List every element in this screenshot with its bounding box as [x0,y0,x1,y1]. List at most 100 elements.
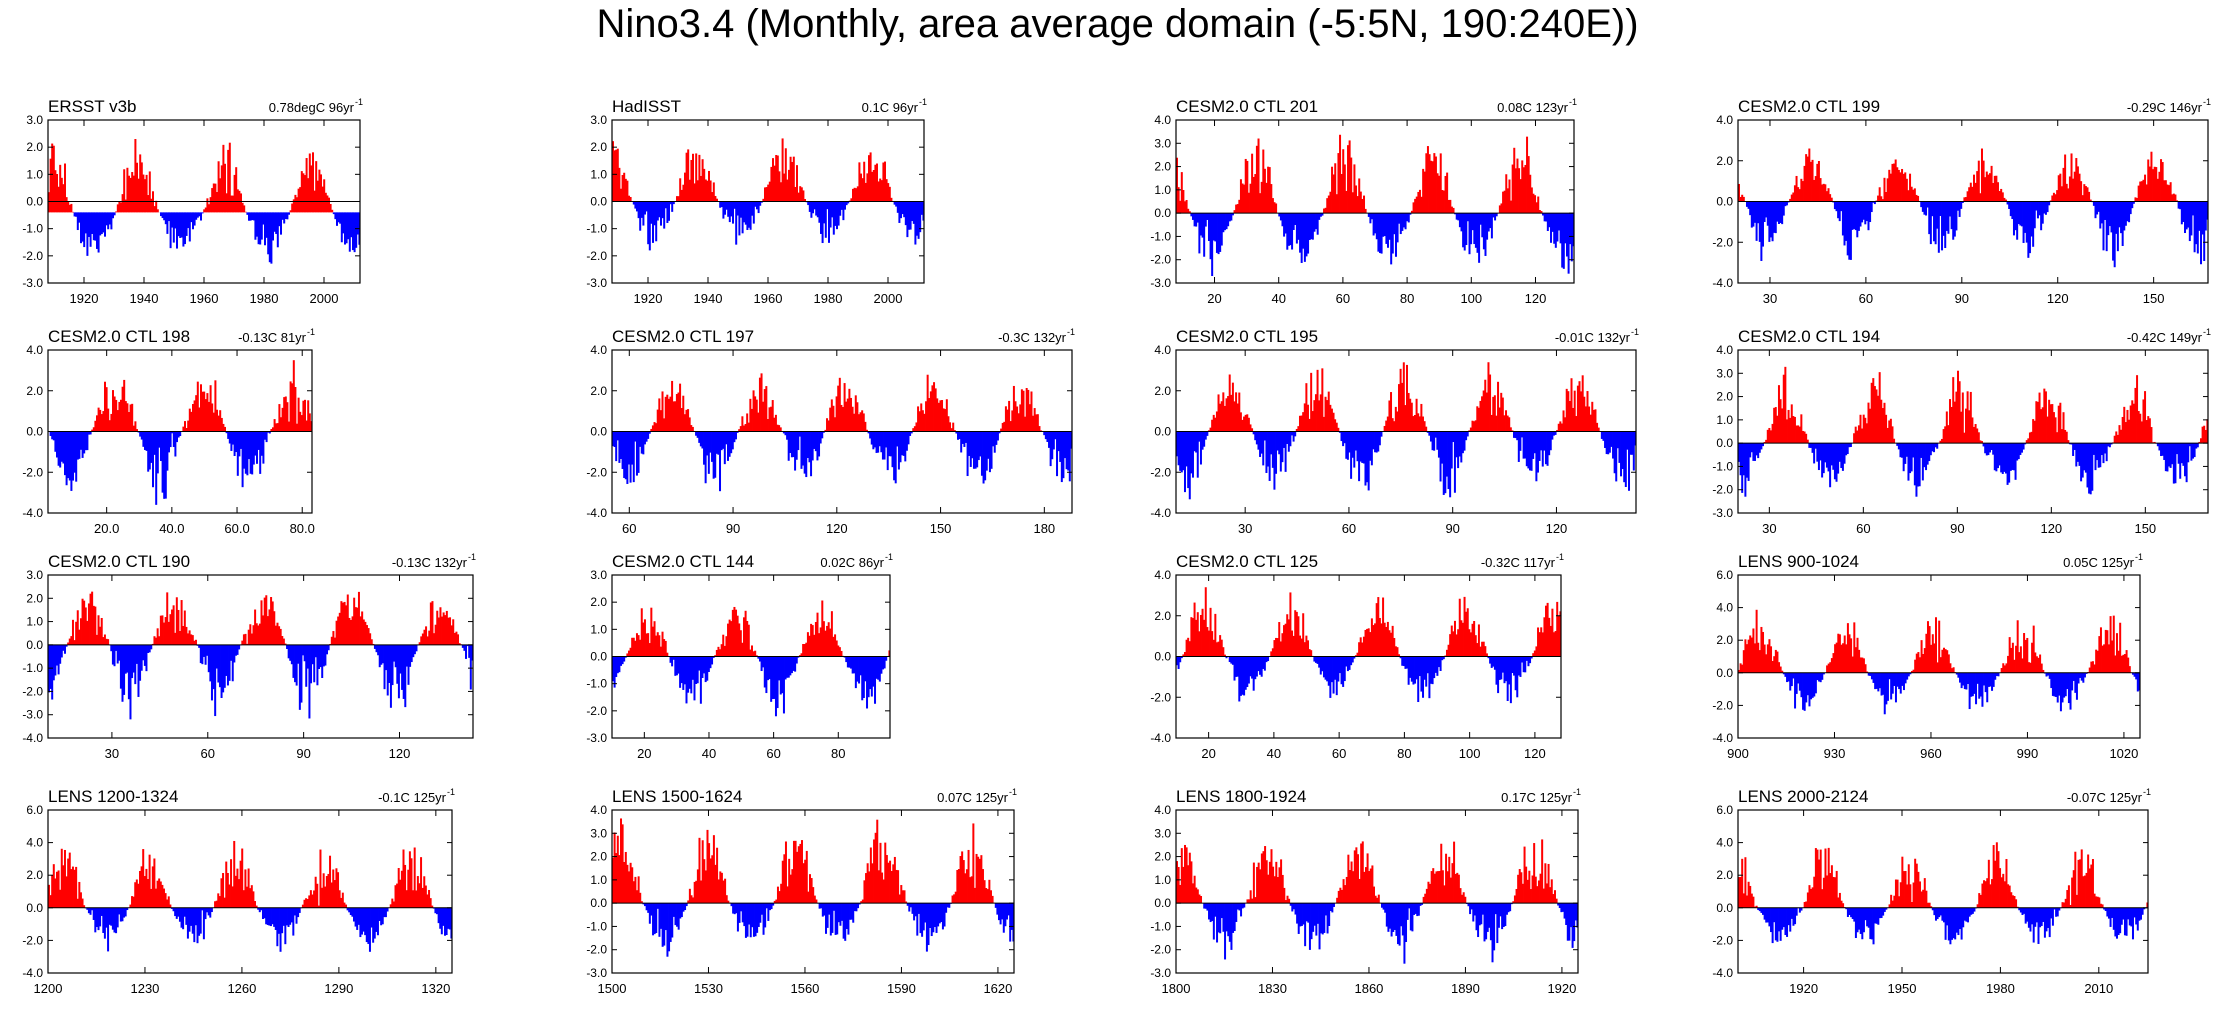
bar [881,872,884,904]
bar [1580,391,1583,432]
bar [2168,185,2171,202]
bar [1794,907,1797,925]
bar [1872,201,1875,203]
bar [320,174,322,213]
bar [1249,183,1252,214]
bar [1792,672,1795,679]
bar [354,607,357,645]
bar [271,907,274,925]
x-tick-label: 40 [1271,291,1285,306]
bar [1485,903,1488,940]
bar [1819,849,1822,908]
bar [1300,415,1303,432]
bar [1227,903,1230,937]
x-tick-label: 120 [2047,291,2069,306]
bar [1243,903,1246,908]
bar [1370,431,1373,466]
bar [150,431,153,463]
bar [225,861,228,908]
bar [281,212,284,220]
bar [1549,431,1552,451]
bar [287,907,290,927]
bar [385,644,388,671]
bar [1028,404,1031,432]
bar [854,395,857,432]
bar [740,903,743,912]
bar [204,907,207,920]
bar [1753,201,1756,223]
bar [1944,426,1947,444]
bar [1230,903,1233,950]
bar [296,423,298,432]
bar [1798,672,1801,691]
bar [1882,907,1885,916]
bar [2028,432,2031,444]
x-tick-label: 40 [1267,746,1281,761]
bar [186,907,189,939]
bar [91,429,94,432]
bar [1254,174,1257,214]
bar [859,412,862,432]
bar [1768,907,1771,927]
bar [828,201,830,243]
bar [1913,188,1916,202]
bar [126,167,129,213]
bar [784,656,787,680]
bar [330,636,333,645]
bar [1761,443,1764,447]
bar [717,879,720,904]
bar [2188,443,2191,447]
bar-series [48,360,313,505]
bar [1977,432,1980,444]
bar [1813,672,1816,697]
bar [1302,903,1305,925]
bar [1308,903,1311,950]
bar [1535,202,1538,214]
bar [1436,431,1439,450]
bar [356,212,359,235]
bar [182,212,185,247]
bar [64,163,66,213]
bar [2045,907,2048,932]
bar-series [612,818,1015,957]
bar [1857,201,1860,231]
bar [199,644,202,664]
bar [682,903,685,912]
bar [2119,907,2122,934]
bar [792,656,795,671]
bar [772,158,774,202]
bar [448,907,451,930]
bar [1492,656,1495,667]
bar [1757,907,1760,911]
bar [664,201,667,209]
bar [1370,618,1373,657]
bar [179,431,182,437]
bar [1363,195,1366,214]
bar [436,610,439,645]
bar [190,634,193,645]
bar [690,159,693,202]
bar [716,198,718,202]
bar [871,863,874,904]
bar [647,903,650,913]
bar [1473,421,1476,432]
bar [909,903,912,908]
bar [1975,672,1978,705]
bar [1837,443,1840,474]
bar [1824,443,1827,463]
bar [619,656,622,666]
bar [1608,431,1611,453]
bar [1291,630,1294,657]
bar [650,428,653,432]
bar [2008,885,2011,908]
bar [2120,429,2123,444]
bar [1410,656,1413,682]
bar [1869,201,1872,223]
bar [155,431,158,505]
bar [2176,443,2179,455]
y-tick-label: -2.0 [1150,943,1171,957]
bar [701,431,704,449]
bar [233,644,236,663]
bar [722,201,725,219]
bar [1867,402,1870,444]
